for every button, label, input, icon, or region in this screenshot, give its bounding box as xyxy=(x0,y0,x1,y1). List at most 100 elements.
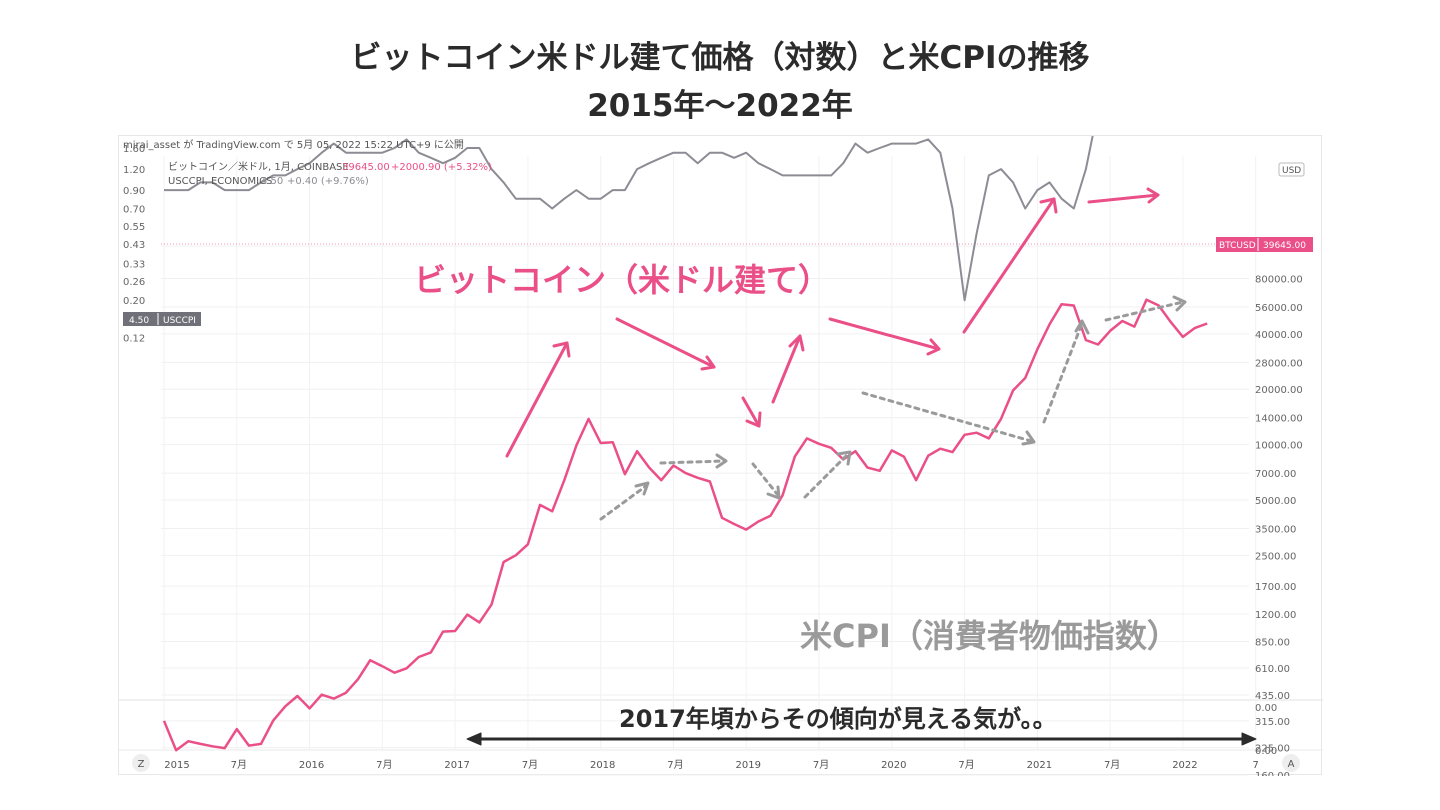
gray-arrowhead-1 xyxy=(634,481,650,496)
pink-arrowhead-5 xyxy=(926,338,941,356)
x-axis-tick: 7月 xyxy=(813,759,829,771)
right-axis-tick: 20000.00 xyxy=(1255,385,1303,396)
gray-arrow-4 xyxy=(803,454,848,499)
x-axis-tick: 2018 xyxy=(590,760,615,771)
gray-arrowhead-7 xyxy=(1172,295,1187,312)
gray-arrowhead-5 xyxy=(1021,430,1036,446)
right-axis-tick: 315.00 xyxy=(1255,717,1290,728)
annotation-arrows xyxy=(466,187,1257,746)
currency-label: USD xyxy=(1282,166,1301,176)
scale-left-button[interactable]: Z xyxy=(132,754,150,772)
btc-annotation-label: ビットコイン（米ドル建て） xyxy=(414,261,830,299)
right-axis-tick: 435.00 xyxy=(1255,691,1290,702)
btc-price-tag: BTCUSD 39645.00 xyxy=(1216,237,1313,252)
title-line-2: 2015年〜2022年 xyxy=(587,88,853,124)
right-axis-tick: 1200.00 xyxy=(1255,610,1296,621)
currency-box: USD xyxy=(1278,162,1305,177)
right-axis-tick: 160.00 xyxy=(1255,771,1290,776)
volume-axis-tick: 0.00 xyxy=(1255,746,1277,757)
gray-arrow-3 xyxy=(751,462,779,496)
gray-arrowhead-4 xyxy=(836,450,852,466)
pink-arrowhead-3 xyxy=(745,411,762,428)
bottom-note: 2017年頃からその傾向が見える気が。。 xyxy=(619,705,1057,733)
gray-arrow-2 xyxy=(659,459,726,465)
timeline-arrowhead-left xyxy=(466,732,482,746)
btc-series-change: +2000.90 (+5.32%) xyxy=(391,162,492,173)
scale-right-button-label: A xyxy=(1288,759,1295,770)
x-axis-tick: 2016 xyxy=(299,760,324,771)
right-axis-tick: 28000.00 xyxy=(1255,358,1303,369)
chart-svg[interactable]: 20.0015.0011.008.506.505.003.502.702.101… xyxy=(119,3,1323,782)
left-axis-tick: 0.43 xyxy=(123,240,145,251)
right-axis: 120000.0080000.0056000.0040000.0028000.0… xyxy=(1255,242,1309,782)
gray-arrowhead-6 xyxy=(1074,319,1090,335)
right-axis-tick: 14000.00 xyxy=(1255,414,1303,425)
series-layer xyxy=(162,65,1208,752)
x-axis-tick: 7月 xyxy=(958,759,974,771)
btc-tag-symbol: BTCUSD xyxy=(1219,241,1256,251)
right-axis-tick: 56000.00 xyxy=(1255,303,1303,314)
timeline-arrowhead-right xyxy=(1241,732,1257,746)
x-axis-tick: 2020 xyxy=(881,760,906,771)
gray-arrowhead-3 xyxy=(766,485,781,500)
left-axis-tick: 0.26 xyxy=(123,277,145,288)
btc-series-line xyxy=(162,298,1208,752)
chart-panel[interactable]: 20.0015.0011.008.506.505.003.502.702.101… xyxy=(118,3,1323,782)
gray-arrow-7 xyxy=(1104,300,1185,322)
left-axis-tick: 0.20 xyxy=(123,296,145,307)
pink-arrow-5 xyxy=(828,317,941,351)
right-axis-tick: 10000.00 xyxy=(1255,441,1303,452)
gray-arrowhead-2 xyxy=(715,453,728,469)
right-axis-tick: 3500.00 xyxy=(1255,524,1296,535)
left-axis-tick: 0.90 xyxy=(123,186,145,197)
right-axis-tick: 1700.00 xyxy=(1255,582,1296,593)
pink-arrow-3 xyxy=(741,396,761,428)
cpi-series-value: 4.50 xyxy=(261,176,283,187)
cpi-tag-value: 4.50 xyxy=(129,316,149,326)
volume-axis-tick: 0.00 xyxy=(1255,703,1277,714)
cpi-annotation-label: 米CPI（消費者物価指数） xyxy=(800,617,1179,655)
pink-arrowhead-7 xyxy=(1146,187,1160,204)
left-axis-tick: 0.12 xyxy=(123,334,145,345)
x-axis-tick: 2019 xyxy=(736,760,761,771)
pink-arrow-7 xyxy=(1087,193,1160,204)
pink-arrow-1 xyxy=(505,341,569,458)
title-line-1: ビットコイン米ドル建て価格（対数）と米CPIの推移 xyxy=(350,40,1090,76)
cpi-series-change: +0.40 (+9.76%) xyxy=(287,176,369,187)
x-axis-tick: 7月 xyxy=(1104,759,1120,771)
cpi-price-tag: 4.50 USCCPI xyxy=(123,312,201,326)
grid-lines xyxy=(119,156,1323,776)
pink-arrow-4 xyxy=(771,334,802,404)
x-axis-tick: 7月 xyxy=(522,759,538,771)
scale-left-button-label: Z xyxy=(138,759,145,770)
right-axis-tick: 2500.00 xyxy=(1255,551,1296,562)
pink-arrowhead-1 xyxy=(552,341,571,358)
left-axis-tick: 0.70 xyxy=(123,205,145,216)
gray-arrow-5 xyxy=(861,391,1033,443)
right-axis-tick: 40000.00 xyxy=(1255,330,1303,341)
btc-series-value: 39645.00 xyxy=(342,162,390,173)
pink-arrow-2 xyxy=(615,317,716,369)
right-axis-tick: 610.00 xyxy=(1255,664,1290,675)
left-axis-tick: 1.20 xyxy=(123,165,145,176)
btc-series-name: ビットコイン／米ドル, 1月, COINBASE xyxy=(168,160,349,173)
publish-note: mirai_asset が TradingView.com で 5月 05, 2… xyxy=(123,138,464,151)
x-axis-tick: 7月 xyxy=(667,759,683,771)
x-axis-tick: 2021 xyxy=(1027,760,1052,771)
left-axis-tick: 1.60 xyxy=(123,144,145,155)
cpi-series-line xyxy=(164,65,1196,302)
pink-arrowhead-6 xyxy=(1039,197,1058,214)
x-axis-tick: 2015 xyxy=(164,760,189,771)
gray-arrow-6 xyxy=(1042,324,1083,424)
right-axis-tick: 850.00 xyxy=(1255,638,1290,649)
pink-arrowhead-2 xyxy=(700,355,716,371)
right-axis-tick: 7000.00 xyxy=(1255,469,1296,480)
scale-right-button[interactable]: A xyxy=(1282,754,1300,772)
right-axis-tick: 80000.00 xyxy=(1255,274,1303,285)
x-axis-tick: 7月 xyxy=(376,759,392,771)
left-axis-tick: 0.55 xyxy=(123,222,145,233)
pink-arrow-6 xyxy=(962,197,1056,334)
right-axis-tick: 5000.00 xyxy=(1255,496,1296,507)
pink-arrowhead-4 xyxy=(788,334,805,352)
x-axis: 2015 7月 2016 7月 2017 7月 2018 7月 2019 7月 2020 7月 2021… xyxy=(164,759,1259,771)
